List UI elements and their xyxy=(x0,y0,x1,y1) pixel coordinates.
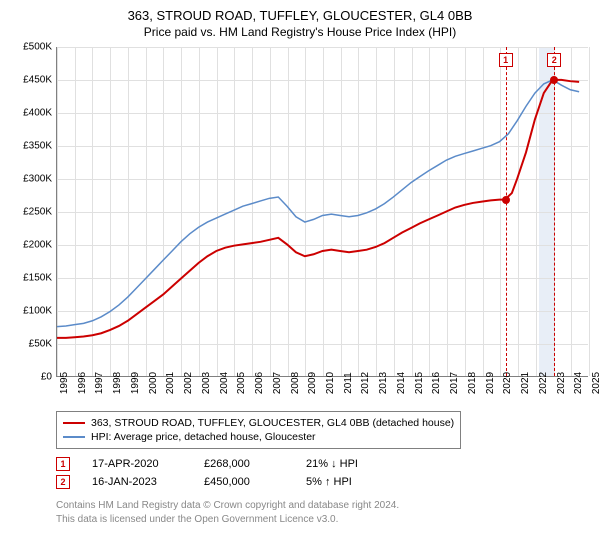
x-tick: 2021 xyxy=(520,372,531,394)
x-tick: 2015 xyxy=(414,372,425,394)
legend-label: HPI: Average price, detached house, Glou… xyxy=(91,431,316,443)
event-marker: 2 xyxy=(547,53,561,67)
x-tick: 2024 xyxy=(573,372,584,394)
y-tick: £150K xyxy=(12,273,52,284)
y-tick: £350K xyxy=(12,141,52,152)
x-tick: 1999 xyxy=(130,372,141,394)
x-tick: 2013 xyxy=(378,372,389,394)
x-tick: 2016 xyxy=(431,372,442,394)
y-tick: £300K xyxy=(12,174,52,185)
x-tick: 2011 xyxy=(343,372,354,394)
price-dot xyxy=(550,76,558,84)
x-tick: 2023 xyxy=(556,372,567,394)
footer-line: This data is licensed under the Open Gov… xyxy=(56,513,588,527)
x-tick: 1997 xyxy=(94,372,105,394)
y-tick: £250K xyxy=(12,207,52,218)
x-tick: 2018 xyxy=(467,372,478,394)
y-tick: £450K xyxy=(12,75,52,86)
x-tick: 2002 xyxy=(183,372,194,394)
x-tick: 2019 xyxy=(485,372,496,394)
x-tick: 2008 xyxy=(290,372,301,394)
event-num: 2 xyxy=(56,475,70,489)
x-tick: 1998 xyxy=(112,372,123,394)
event-date: 17-APR-2020 xyxy=(92,458,182,470)
x-tick: 2007 xyxy=(272,372,283,394)
x-tick: 2022 xyxy=(538,372,549,394)
event-row: 2 16-JAN-2023 £450,000 5% ↑ HPI xyxy=(56,473,588,491)
x-tick: 1996 xyxy=(77,372,88,394)
y-tick: £100K xyxy=(12,306,52,317)
legend-row: 363, STROUD ROAD, TUFFLEY, GLOUCESTER, G… xyxy=(63,416,454,430)
y-tick: £400K xyxy=(12,108,52,119)
plot: 12 xyxy=(56,47,588,377)
y-tick: £200K xyxy=(12,240,52,251)
event-price: £450,000 xyxy=(204,476,284,488)
x-tick: 2014 xyxy=(396,372,407,394)
legend-row: HPI: Average price, detached house, Glou… xyxy=(63,430,454,444)
chart-svg xyxy=(57,47,588,376)
x-tick: 2005 xyxy=(236,372,247,394)
x-tick: 2000 xyxy=(148,372,159,394)
chart-area: 12 £0£50K£100K£150K£200K£250K£300K£350K£… xyxy=(12,47,588,407)
x-tick: 2004 xyxy=(219,372,230,394)
x-tick: 2010 xyxy=(325,372,336,394)
x-tick: 1995 xyxy=(59,372,70,394)
event-date: 16-JAN-2023 xyxy=(92,476,182,488)
event-diff: 21% ↓ HPI xyxy=(306,458,396,470)
x-tick: 2012 xyxy=(360,372,371,394)
y-tick: £500K xyxy=(12,42,52,53)
x-tick: 2006 xyxy=(254,372,265,394)
legend-swatch xyxy=(63,422,85,424)
events-table: 1 17-APR-2020 £268,000 21% ↓ HPI 2 16-JAN-202… xyxy=(56,455,588,491)
event-num: 1 xyxy=(56,457,70,471)
event-row: 1 17-APR-2020 £268,000 21% ↓ HPI xyxy=(56,455,588,473)
x-tick: 2003 xyxy=(201,372,212,394)
legend: 363, STROUD ROAD, TUFFLEY, GLOUCESTER, G… xyxy=(56,411,461,449)
x-tick: 2017 xyxy=(449,372,460,394)
footer: Contains HM Land Registry data © Crown c… xyxy=(56,499,588,526)
legend-label: 363, STROUD ROAD, TUFFLEY, GLOUCESTER, G… xyxy=(91,417,454,429)
footer-line: Contains HM Land Registry data © Crown c… xyxy=(56,499,588,513)
x-tick: 2009 xyxy=(307,372,318,394)
chart-subtitle: Price paid vs. HM Land Registry's House … xyxy=(12,25,588,39)
y-tick: £50K xyxy=(12,339,52,350)
price-dot xyxy=(502,196,510,204)
event-price: £268,000 xyxy=(204,458,284,470)
event-diff: 5% ↑ HPI xyxy=(306,476,396,488)
chart-title: 363, STROUD ROAD, TUFFLEY, GLOUCESTER, G… xyxy=(12,8,588,23)
legend-swatch xyxy=(63,436,85,438)
y-tick: £0 xyxy=(12,372,52,383)
event-marker: 1 xyxy=(499,53,513,67)
x-tick: 2001 xyxy=(165,372,176,394)
x-tick: 2025 xyxy=(591,372,600,394)
x-tick: 2020 xyxy=(502,372,513,394)
